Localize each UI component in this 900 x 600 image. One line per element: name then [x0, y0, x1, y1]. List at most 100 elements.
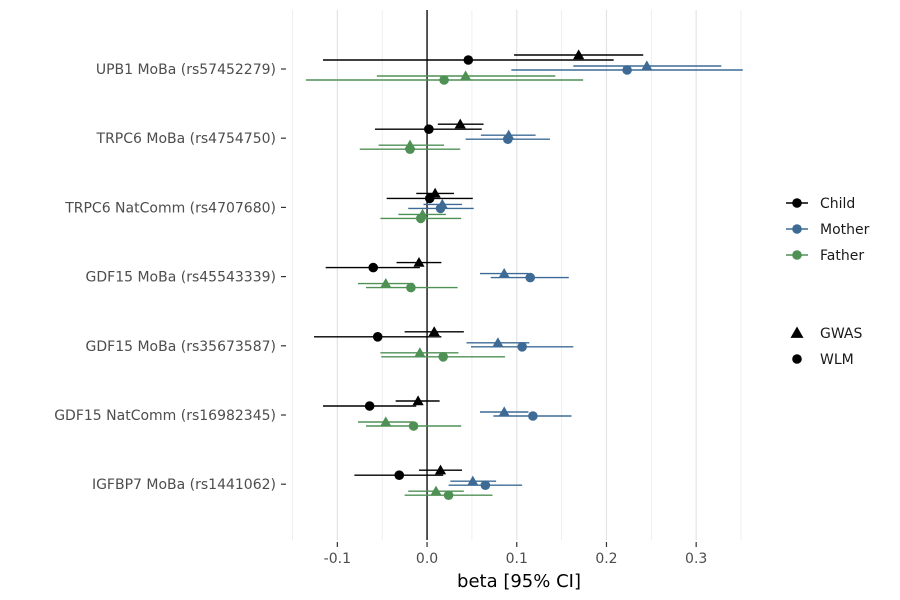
estimate-child-gwas — [404, 326, 464, 336]
estimate-father-wlm — [366, 421, 462, 431]
estimate-child-wlm — [354, 470, 444, 481]
point-triangle — [434, 464, 447, 475]
point-circle — [372, 332, 383, 342]
point-circle — [622, 65, 632, 75]
y-tick-label: TRPC6 NatComm (rs4707680) — [64, 200, 276, 216]
legend-item-mother: Mother — [786, 222, 870, 238]
point-triangle — [414, 347, 426, 357]
legend-key-triangle — [790, 326, 804, 338]
estimate-mother-wlm — [511, 65, 743, 75]
point-circle — [525, 272, 536, 283]
legend-key-circle — [792, 354, 802, 364]
legend-label: GWAS — [820, 326, 863, 342]
point-circle — [364, 401, 375, 411]
estimate-mother-gwas — [450, 475, 497, 486]
point-triangle — [492, 337, 504, 347]
legend-key-circle — [792, 198, 802, 208]
estimate-mother-wlm — [471, 342, 574, 352]
estimate-mother-gwas — [479, 268, 529, 278]
x-tick-label: 0.2 — [595, 551, 617, 567]
y-tick-label: TRPC6 MoBa (rs4754750) — [96, 131, 276, 147]
point-triangle — [467, 475, 479, 486]
legend-label: WLM — [820, 352, 854, 368]
point-triangle — [498, 268, 510, 278]
estimate-father-wlm — [366, 282, 458, 293]
y-tick-label: GDF15 MoBa (rs45543339) — [86, 270, 276, 286]
point-circle — [517, 342, 527, 352]
point-triangle — [430, 485, 442, 496]
estimate-mother-wlm — [493, 411, 572, 421]
point-circle — [502, 134, 513, 144]
legend-item-child: Child — [786, 196, 855, 212]
point-triangle — [428, 326, 440, 336]
legend: Child Mother Father GWAS WLM — [786, 196, 870, 368]
estimate-child-wlm — [322, 401, 417, 411]
estimate-mother-gwas — [479, 406, 529, 417]
point-circle — [424, 124, 434, 134]
legend-label: Mother — [820, 222, 870, 238]
point-circle — [394, 470, 405, 481]
y-axis-labels: UPB1 MoBa (rs57452279) TRPC6 MoBa (rs4754… — [54, 62, 286, 493]
estimate-child-wlm — [325, 262, 420, 273]
point-circle — [424, 193, 435, 204]
estimate-father-gwas — [408, 485, 464, 496]
legend-label: Child — [820, 196, 855, 212]
estimate-father-wlm — [305, 75, 584, 85]
y-tick-label: UPB1 MoBa (rs57452279) — [96, 62, 276, 78]
point-triangle — [641, 60, 653, 71]
estimate-child-wlm — [375, 124, 482, 134]
legend-key-circle — [792, 224, 802, 234]
estimate-child-gwas — [396, 257, 442, 267]
x-axis: -0.1 0.0 0.1 0.2 0.3 — [324, 542, 707, 567]
point-triangle — [573, 49, 585, 60]
gridlines — [292, 10, 742, 540]
estimates — [305, 49, 743, 501]
estimate-father-wlm — [359, 144, 461, 154]
y-tick-label: GDF15 MoBa (rs35673587) — [86, 339, 276, 355]
estimate-child-gwas — [418, 464, 463, 475]
point-circle — [438, 352, 448, 362]
y-tick-label: IGFBP7 MoBa (rs1441062) — [92, 477, 276, 493]
point-circle — [435, 203, 446, 214]
x-tick-label: -0.1 — [324, 551, 351, 567]
point-triangle — [380, 278, 392, 288]
point-circle — [415, 213, 426, 224]
point-circle — [368, 262, 379, 273]
point-triangle — [380, 416, 392, 427]
estimate-mother-wlm — [408, 203, 474, 214]
estimate-child-gwas — [437, 118, 484, 129]
point-circle — [408, 421, 419, 431]
point-circle — [463, 55, 474, 65]
estimate-father-gwas — [357, 416, 414, 427]
point-triangle — [498, 406, 510, 417]
legend-key-circle — [792, 250, 802, 260]
point-circle — [406, 282, 416, 293]
x-tick-label: 0.1 — [506, 551, 528, 567]
estimate-child-wlm — [322, 55, 614, 65]
estimate-mother-wlm — [490, 272, 569, 283]
estimate-child-gwas — [514, 49, 644, 60]
estimate-father-gwas — [376, 70, 556, 81]
legend-item-father: Father — [786, 248, 864, 264]
estimate-father-wlm — [404, 490, 493, 501]
point-triangle — [412, 395, 424, 406]
estimate-mother-gwas — [466, 337, 530, 347]
x-tick-label: 0.3 — [685, 551, 707, 567]
x-axis-title: beta [95% CI] — [457, 571, 581, 592]
y-tick-label: GDF15 NatComm (rs16982345) — [54, 408, 276, 424]
estimate-father-wlm — [381, 352, 506, 362]
point-triangle — [413, 257, 425, 267]
estimate-child-wlm — [314, 332, 442, 342]
point-triangle — [454, 118, 466, 129]
estimate-child-wlm — [386, 193, 473, 204]
legend-item-wlm: WLM — [792, 352, 854, 368]
estimate-father-gwas — [357, 278, 414, 288]
estimate-mother-wlm — [448, 480, 523, 491]
estimate-father-wlm — [380, 213, 462, 224]
estimate-mother-wlm — [465, 134, 550, 144]
estimate-child-gwas — [395, 395, 440, 406]
estimate-mother-gwas — [573, 60, 722, 71]
point-circle — [405, 144, 415, 154]
